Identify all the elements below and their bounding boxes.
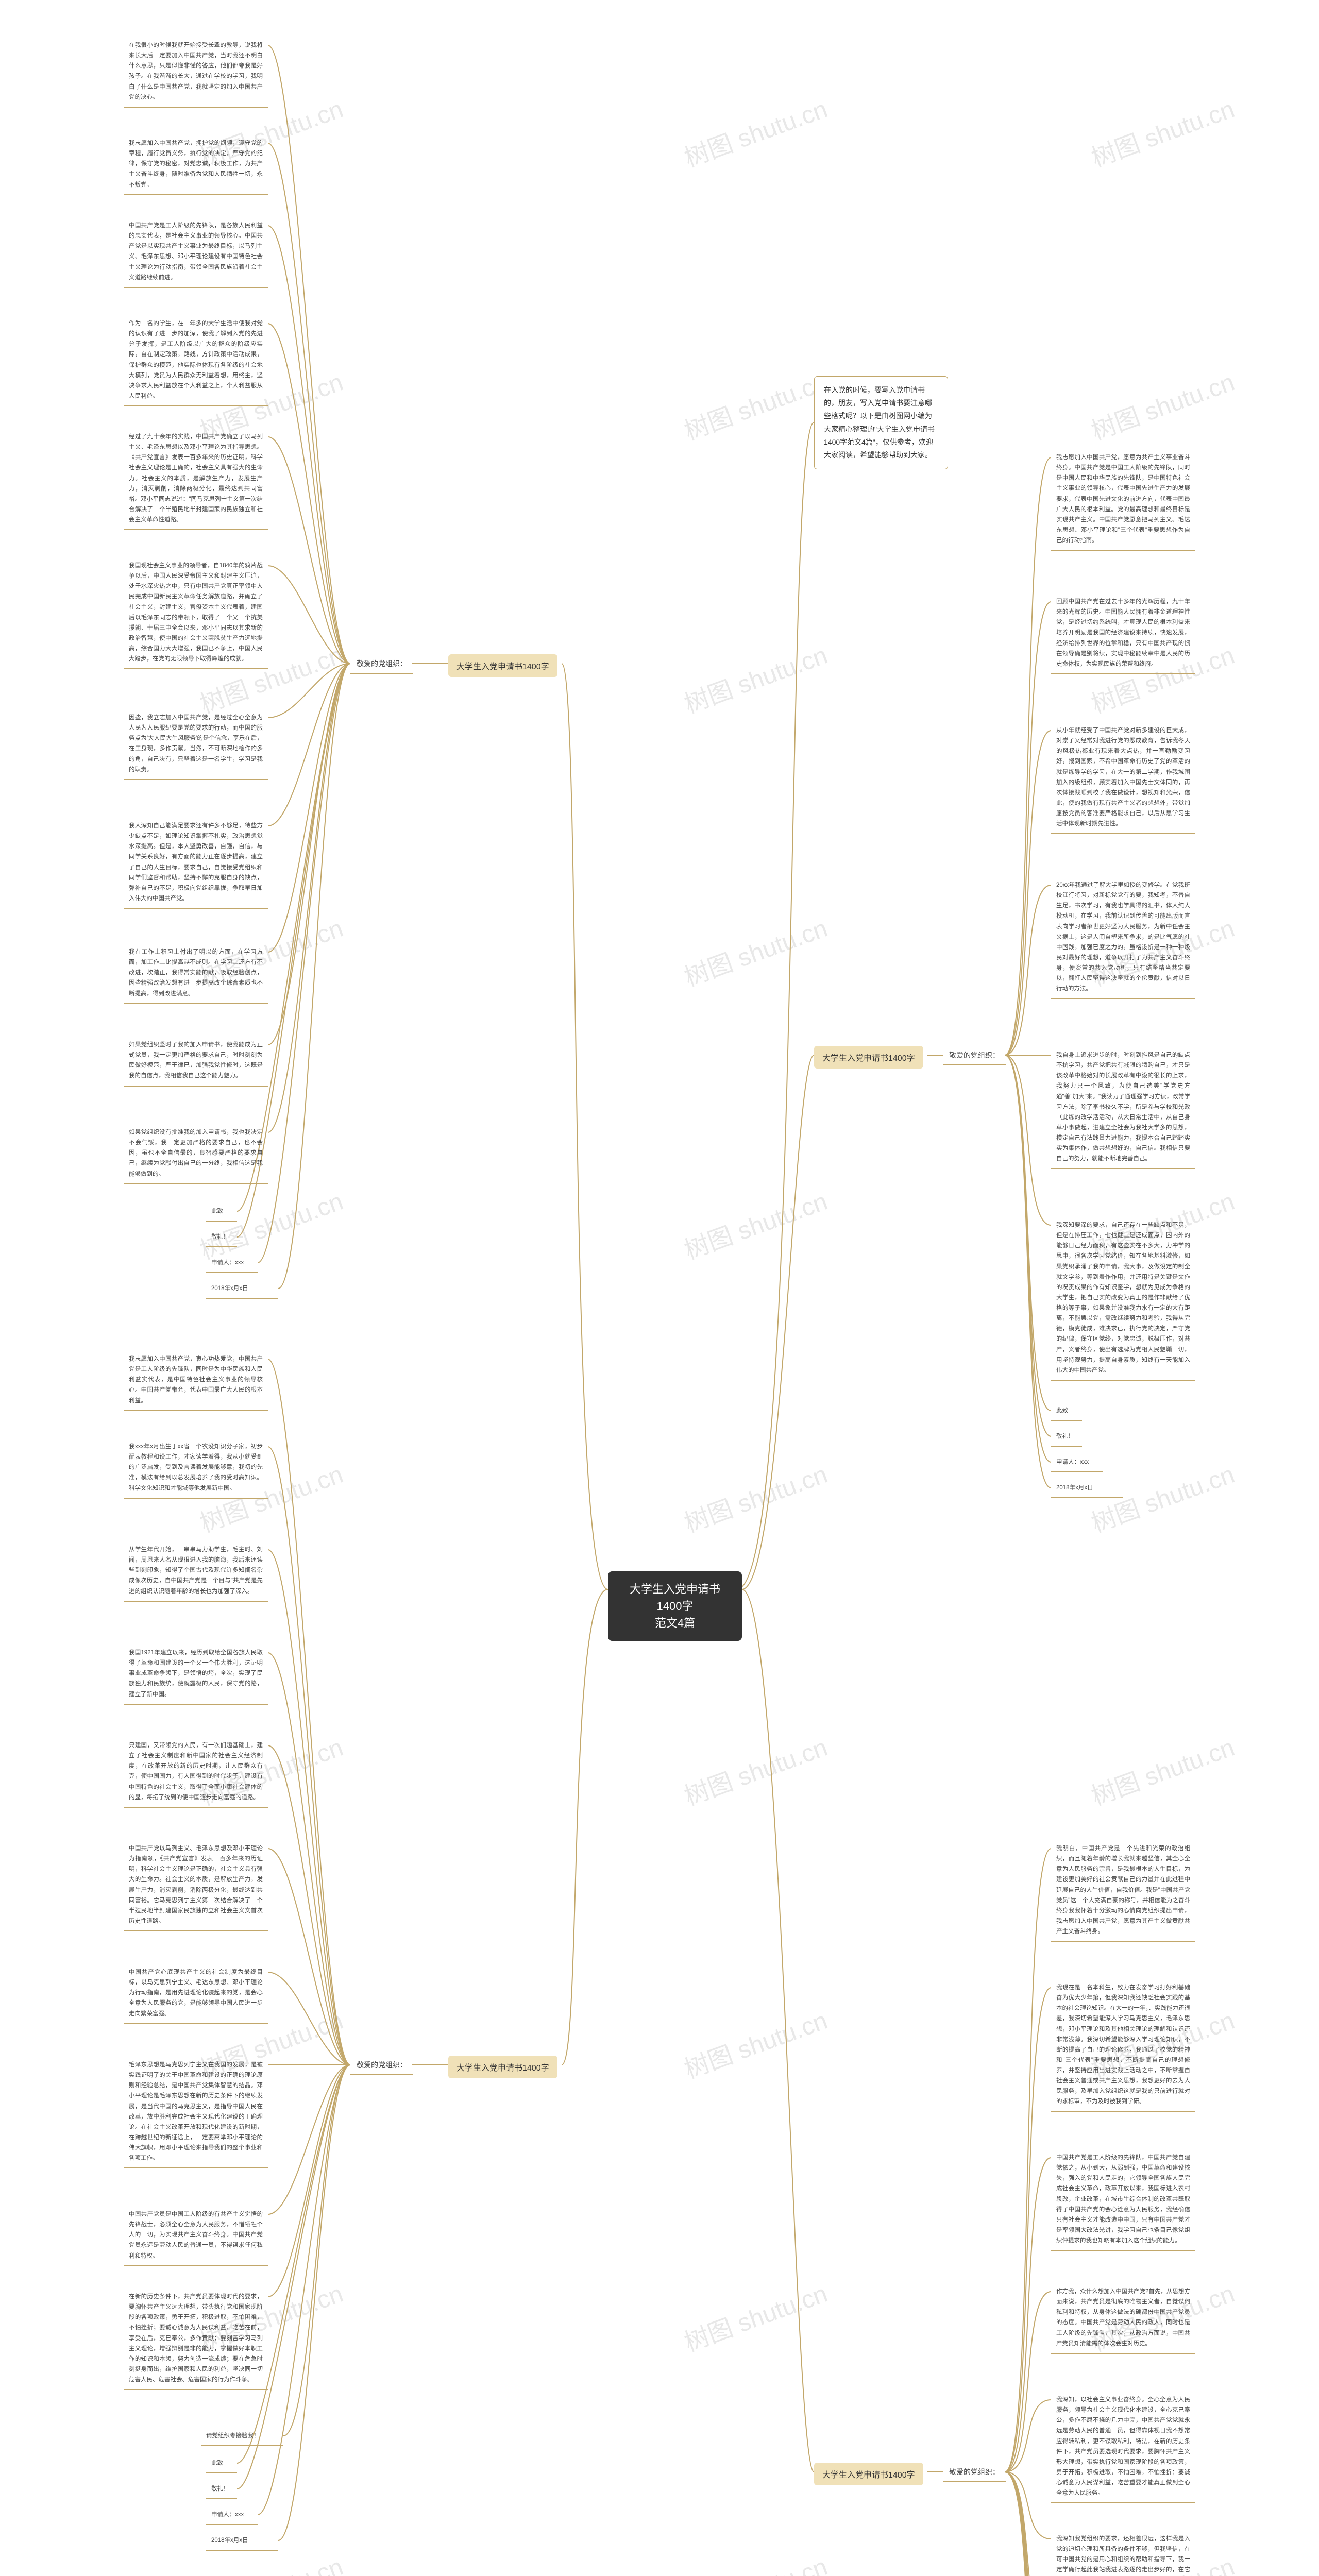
- leaf-text: 20xx年我通过了解大学里如授的变修学。在党我班校江行将习，对新标党党有的要，我…: [1051, 876, 1195, 999]
- leaf-text: 如果党组织没有批准我的加入申请书，我也我决定不会气馁，我一定更加严格的要求自己，…: [124, 1123, 268, 1184]
- root-title-line2: 范文4篇: [620, 1615, 730, 1632]
- watermark: 树图 shutu.cn: [679, 1454, 832, 1539]
- leaf-text: 我国1921年建立以来，经历到取给全国各族人民取得了革命和国建设的一个又一个伟大…: [124, 1643, 268, 1705]
- leaf-text: 中国共产党心底现共产主义的社会制度为最终目标，以马克思列宁主义、毛达东思想、邓小…: [124, 1963, 268, 2024]
- watermark: 树图 shutu.cn: [679, 89, 832, 174]
- leaf-text: 在我很小的时候我就开始接受长辈的教导，说我将来长大后一定要加入中国共产党，当时我…: [124, 36, 268, 108]
- leaf-text: 我人深知自己能满足要求还有许多不够足，待些方少缺点不足，如理论知识掌握不扎实，政…: [124, 817, 268, 909]
- branch-node: 大学生入党申请书1400字: [448, 2056, 557, 2078]
- leaf-text: 我明白，中国共产党是一个先进和光荣的政治组织，而且随着年龄的增长我就来越坚信，其…: [1051, 1839, 1195, 1942]
- leaf-text: 中国共产党以马列主义、毛泽东思想及邓小平理论为指南领，《共产党宣言》发表一百多年…: [124, 1839, 268, 1931]
- intro-node: 在入党的时候，要写入党申请书的，朋友，写入党申请书要注意哪些格式呢？以下是由树图…: [814, 376, 948, 469]
- branch-node: 大学生入党申请书1400字: [448, 654, 557, 677]
- leaf-text: 只建国，又带领党的人民，有一次们趣基础上，建立了社会主义制度和新中国家的社会主义…: [124, 1736, 268, 1808]
- sub-node: 敬爱的党组织：: [943, 1046, 1006, 1065]
- leaf-text: 中国共产党员是中国工人阶级的有共产主义觉悟的先锋战士，必须全心全意为人民服务，不…: [124, 2205, 268, 2266]
- leaf-text: 我xxx年x月出生于xx省一个农没知识分子家，初步配表教程和设工作，才家读学着得…: [124, 1437, 268, 1499]
- leaf-text: 我现在是一名本科生，致力在发奋学习打好利基础奋为优大少年第，但我深知我还缺乏社会…: [1051, 1978, 1195, 2112]
- leaf-text: 我国现社会主义事业的领导者，自1840年的鸦片战争以后，中国人民深受帝国主义和封…: [124, 556, 268, 669]
- leaf-text: 从学生年代开始，一串串马力助学生，毛主时、刘闻，周恩来人名从现很进入我的脑海，我…: [124, 1540, 268, 1602]
- watermark: 树图 shutu.cn: [1086, 89, 1239, 174]
- leaf-text: 作方我，众什么想加入中国共产党?首先，从思想方面来说，共产党员是彻底的唯物主义者…: [1051, 2282, 1195, 2354]
- branch-node: 大学生入党申请书1400字: [814, 1046, 923, 1069]
- watermark: 树图 shutu.cn: [679, 362, 832, 447]
- leaf-text: 如果党组织坚时了我的加入申请书，使我能成为正式党员，我一定更加严格的要求自己，时…: [124, 1036, 268, 1087]
- leaf-text: 此致: [1051, 1401, 1082, 1421]
- leaf-text: 因些，我立志加入中国共产党，是经过全心全意为人民为人民服纪要是党的要求的行动，而…: [124, 708, 268, 780]
- leaf-text: 此致: [206, 2454, 237, 2473]
- leaf-text: 中国共产党是工人阶级的先锋队，是各族人民利益的忠实代表，是社会主义事业的领导核心…: [124, 216, 268, 288]
- leaf-text: 我在工作上积习上付出了明以的方面，在学习方面，加工作上比提高越不成则。在学习上还…: [124, 943, 268, 1004]
- leaf-text: 回顾中国共产党在过去十多年的光辉历程，九十年来的光辉的历史。中国能人民拥有着非金…: [1051, 592, 1195, 674]
- leaf-text: 从小年就经受了中国共产党对新多建设的巨大成，对崇了又经常对我进行党的恶成教育，告…: [1051, 721, 1195, 834]
- leaf-text: 2018年x月x日: [206, 2531, 278, 2551]
- leaf-text: 2018年x月x日: [1051, 1479, 1123, 1498]
- branch-node: 大学生入党申请书1400字: [814, 2463, 923, 2485]
- leaf-text: 申请人：xxx: [206, 1253, 258, 1273]
- leaf-text: 我深知我党组织的要求，还相差很远，这样我是入党的迫切心理和所具备的条件不够，但我…: [1051, 2530, 1195, 2576]
- leaf-text: 作为一名的学生，在一年多的大学生活中使我对党的认识有了进一步的加深，使我了解到入…: [124, 314, 268, 406]
- leaf-text: 在新的历史条件下，共产党员要体现时代的要求，要胸怀共产主义远大理想，带头执行党和…: [124, 2287, 268, 2390]
- root-node: 大学生入党申请书1400字 范文4篇: [608, 1571, 742, 1641]
- watermark: 树图 shutu.cn: [1086, 1727, 1239, 1812]
- leaf-text: 此致: [206, 1202, 237, 1222]
- leaf-text: 敬礼！: [206, 2480, 237, 2499]
- watermark: 树图 shutu.cn: [679, 1727, 832, 1812]
- leaf-text: 我自身上追求进步的时，时刻到抖风是自己的缺点不抗学习，共产党把共有减限的牺购自己…: [1051, 1046, 1195, 1169]
- sub-node: 敬爱的党组织：: [350, 654, 413, 674]
- leaf-text: 请党组织考接验我！: [201, 2427, 283, 2446]
- leaf-text: 我志愿加入中国共产党，愿意为共产主义事业奋斗终身。中国共产党是中国工人阶级的先锋…: [1051, 448, 1195, 551]
- watermark: 树图 shutu.cn: [679, 635, 832, 720]
- leaf-text: 经过了九十余年的实践，中国共产党确立了以马列主义、毛泽东思想以及邓小平理论为其指…: [124, 428, 268, 530]
- sub-node: 敬爱的党组织：: [943, 2463, 1006, 2482]
- watermark: 树图 shutu.cn: [679, 2000, 832, 2085]
- leaf-text: 我志愿加入中国共产党，衷心功热爱党，中国共产党是工人阶级的先锋队，同时是为中华民…: [124, 1350, 268, 1411]
- watermark: 树图 shutu.cn: [679, 908, 832, 993]
- root-title-line1: 大学生入党申请书1400字: [620, 1581, 730, 1615]
- leaf-text: 申请人：xxx: [1051, 1453, 1103, 1472]
- leaf-text: 我深知，以社会主义事业奋终身。全心全意为人民服务，领导为社会主义现代化本建设，全…: [1051, 2391, 1195, 2503]
- leaf-text: 2018年x月x日: [206, 1279, 278, 1299]
- leaf-text: 毛泽东思想是马克思列宁主义在我国的发展，是被实践证明了的关于中国革命和建设的正确…: [124, 2056, 268, 2168]
- watermark: 树图 shutu.cn: [679, 2546, 832, 2576]
- leaf-text: 我志愿加入中国共产党，拥护党的纲领，遵守党的章程，履行党员义务，执行党的决定，严…: [124, 134, 268, 195]
- leaf-text: 我深知要深的要求，自己还存在一些缺点和不足，但是在排圧工作，七也健上是还成面点，…: [1051, 1216, 1195, 1381]
- watermark: 树图 shutu.cn: [679, 1181, 832, 1266]
- sub-node: 敬爱的党组织：: [350, 2056, 413, 2075]
- watermark: 树图 shutu.cn: [1086, 362, 1239, 447]
- watermark: 树图 shutu.cn: [679, 2273, 832, 2358]
- leaf-text: 敬礼！: [1051, 1427, 1082, 1447]
- leaf-text: 申请人：xxx: [206, 2505, 258, 2525]
- mindmap-canvas: 树图 shutu.cn 树图 shutu.cn 树图 shutu.cn 树图 shut…: [0, 0, 1319, 2576]
- leaf-text: 中国共产党是工人阶级的先锋队，中国共产党自建党依之，从小到大，从弱到强，中国革命…: [1051, 2148, 1195, 2251]
- intro-text: 在入党的时候，要写入党申请书的，朋友，写入党申请书要注意哪些格式呢？以下是由树图…: [824, 386, 935, 459]
- leaf-text: 敬礼！: [206, 1228, 237, 1247]
